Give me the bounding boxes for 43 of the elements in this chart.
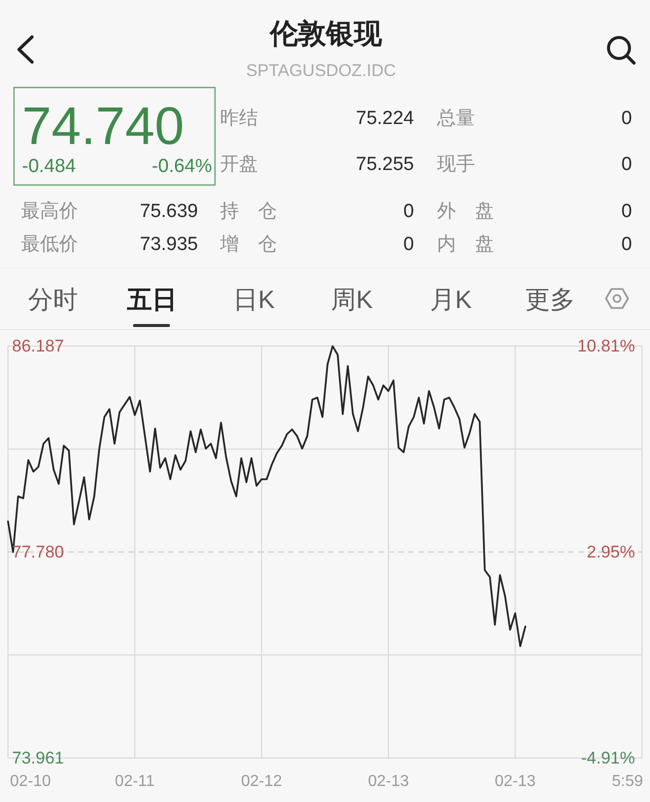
text: 更多 (525, 286, 575, 314)
text: 02-10 (10, 773, 52, 790)
text: -0.64% (152, 156, 212, 177)
text: 0 (403, 201, 414, 222)
text: 外 盘 (437, 201, 494, 222)
text: 75.639 (140, 201, 198, 222)
text: 最低价 (21, 234, 78, 255)
text: 0 (621, 234, 632, 255)
text: 持 仓 (220, 201, 277, 222)
text: 现手 (437, 154, 475, 175)
text: 月K (430, 286, 472, 314)
y2-tick-label: 10.81% (577, 336, 635, 356)
text: 五日 (126, 286, 177, 314)
text: 74.740 (22, 97, 184, 156)
text: 增 仓 (219, 234, 277, 255)
text: 周K (331, 286, 374, 314)
y2-tick-label: -4.91% (581, 748, 635, 768)
y2-tick-label: 2.95% (586, 542, 635, 562)
text: 5:59 (612, 773, 644, 790)
text: 0 (621, 201, 632, 222)
text: 昨结 (220, 108, 258, 129)
x-tick-label: 02-13 (494, 773, 536, 790)
text: 75.255 (356, 154, 414, 175)
text: 0 (621, 108, 632, 129)
text: -0.484 (22, 156, 76, 177)
text: 内 盘 (437, 234, 494, 255)
y-tick-label: 77.780 (12, 542, 64, 562)
text: 最高价 (21, 200, 78, 222)
text: 开盘 (220, 154, 258, 175)
text: 0 (621, 154, 632, 175)
text: 日K (233, 286, 276, 314)
text: 73.935 (140, 234, 198, 255)
x-tick-label: 02-11 (114, 773, 155, 790)
text: 75.224 (356, 108, 414, 129)
text: SPTAGUSDOZ.IDC (246, 61, 396, 80)
text: 0 (403, 234, 414, 255)
text: 分时 (28, 286, 78, 314)
x-tick-label: 02-12 (241, 773, 282, 790)
annotation: 73.961 (12, 748, 64, 768)
text: 伦敦银现 (269, 18, 383, 49)
y-tick-label: 86.187 (12, 336, 64, 356)
x-tick-label: 02-13 (368, 773, 409, 790)
text: 总量 (436, 108, 475, 129)
